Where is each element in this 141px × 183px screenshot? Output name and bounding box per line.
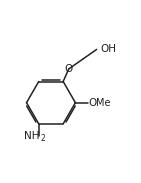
Text: O: O: [65, 64, 73, 74]
Text: OH: OH: [101, 44, 117, 54]
Text: 2: 2: [40, 134, 45, 143]
Text: O: O: [88, 98, 96, 108]
Text: Me: Me: [96, 98, 110, 108]
Text: NH: NH: [24, 131, 39, 141]
